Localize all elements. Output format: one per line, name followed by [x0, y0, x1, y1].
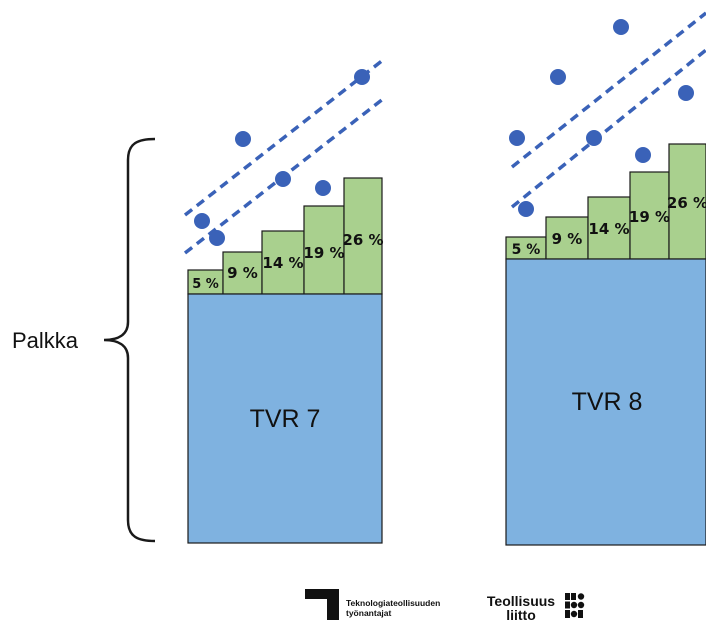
- data-point: [678, 85, 694, 101]
- base-salary-block: [505, 258, 706, 546]
- union-logo-line2: liitto: [506, 607, 536, 623]
- data-point: [586, 130, 602, 146]
- column-tvr-8: 5 % 9 % 14 % 19 % 26 % TVR 8: [505, 11, 706, 546]
- side-label: Palkka: [12, 328, 79, 353]
- grade-label: TVR 8: [572, 388, 643, 416]
- step-label: 14 %: [588, 220, 629, 238]
- union-logo-line1: Teollisuus: [487, 593, 555, 609]
- step-box: [668, 143, 706, 260]
- step-label: 5 %: [512, 242, 541, 258]
- data-point: [509, 130, 525, 146]
- data-point: [550, 69, 566, 85]
- data-point: [315, 180, 331, 196]
- employer-logo-line2: työnantajat: [346, 608, 392, 618]
- step-box: [545, 216, 589, 260]
- grade-label: TVR 7: [250, 405, 321, 433]
- employer-logo: Teknologiateollisuuden työnantajat: [305, 589, 440, 620]
- union-logo: Teollisuus liitto: [487, 593, 585, 623]
- data-point: [235, 131, 251, 147]
- step-box: [303, 205, 345, 295]
- step-label: 26 %: [667, 194, 706, 212]
- step-label: 14 %: [262, 254, 303, 272]
- data-point: [209, 230, 225, 246]
- range-brace: [103, 137, 156, 543]
- step-label: 26 %: [342, 231, 383, 249]
- step-box: [343, 177, 383, 295]
- trend-line-upper: [510, 11, 706, 169]
- trend-line-lower: [510, 48, 706, 209]
- step-label: 9 %: [227, 264, 258, 282]
- step-box: [629, 171, 670, 260]
- step-label: 5 %: [192, 277, 219, 292]
- step-label: 9 %: [552, 230, 583, 248]
- trend-line-upper: [183, 58, 385, 217]
- base-salary-block: [187, 293, 383, 544]
- step-label: 19 %: [629, 208, 670, 226]
- data-point: [635, 147, 651, 163]
- data-point: [354, 69, 370, 85]
- data-point: [518, 201, 534, 217]
- data-point: [194, 213, 210, 229]
- data-point: [275, 171, 291, 187]
- column-tvr-7: 5 % 9 % 14 % 19 % 26 % TVR 7: [183, 58, 385, 544]
- dot-grid-icon: [565, 593, 585, 618]
- corner-mark-icon: [305, 589, 339, 620]
- step-label: 19 %: [303, 244, 344, 262]
- employer-logo-line1: Teknologiateollisuuden: [346, 598, 440, 608]
- data-point: [613, 19, 629, 35]
